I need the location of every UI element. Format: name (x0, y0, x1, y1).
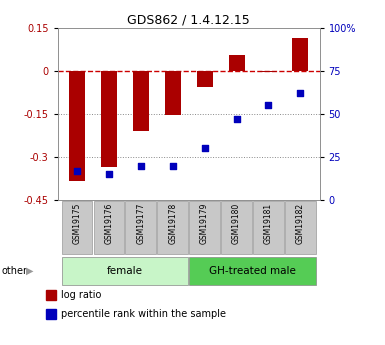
FancyBboxPatch shape (221, 201, 252, 254)
Text: GH-treated male: GH-treated male (209, 266, 296, 276)
FancyBboxPatch shape (94, 201, 124, 254)
Text: GSM19181: GSM19181 (264, 203, 273, 244)
FancyBboxPatch shape (157, 201, 188, 254)
Point (265, 102, 271, 108)
Text: GSM19180: GSM19180 (232, 203, 241, 244)
Bar (197, 71, 213, 87)
Point (170, 163, 176, 168)
Text: GSM19179: GSM19179 (200, 203, 209, 244)
Point (138, 163, 144, 168)
Text: log ratio: log ratio (61, 290, 101, 300)
FancyBboxPatch shape (62, 257, 188, 285)
Title: GDS862 / 1.4.12.15: GDS862 / 1.4.12.15 (127, 13, 250, 27)
Bar (133, 71, 149, 131)
FancyBboxPatch shape (189, 201, 220, 254)
Bar (229, 55, 244, 71)
Point (74, 168, 80, 174)
Point (233, 116, 239, 122)
Text: ▶: ▶ (26, 266, 33, 276)
FancyBboxPatch shape (189, 257, 316, 285)
Text: other: other (2, 266, 28, 276)
Text: GSM19182: GSM19182 (296, 203, 305, 244)
FancyBboxPatch shape (62, 201, 92, 254)
Bar (261, 71, 276, 72)
FancyBboxPatch shape (285, 201, 316, 254)
Text: female: female (107, 266, 143, 276)
Text: GSM19177: GSM19177 (136, 203, 145, 244)
Bar (293, 38, 308, 71)
Bar (69, 71, 85, 181)
Text: GSM19178: GSM19178 (168, 203, 177, 244)
Point (201, 146, 208, 151)
Point (297, 90, 303, 96)
FancyBboxPatch shape (253, 201, 284, 254)
Bar (101, 71, 117, 167)
Text: GSM19176: GSM19176 (104, 203, 113, 244)
Text: percentile rank within the sample: percentile rank within the sample (61, 309, 226, 319)
FancyBboxPatch shape (126, 201, 156, 254)
Bar (165, 71, 181, 115)
Point (106, 171, 112, 177)
Text: GSM19175: GSM19175 (72, 203, 81, 244)
